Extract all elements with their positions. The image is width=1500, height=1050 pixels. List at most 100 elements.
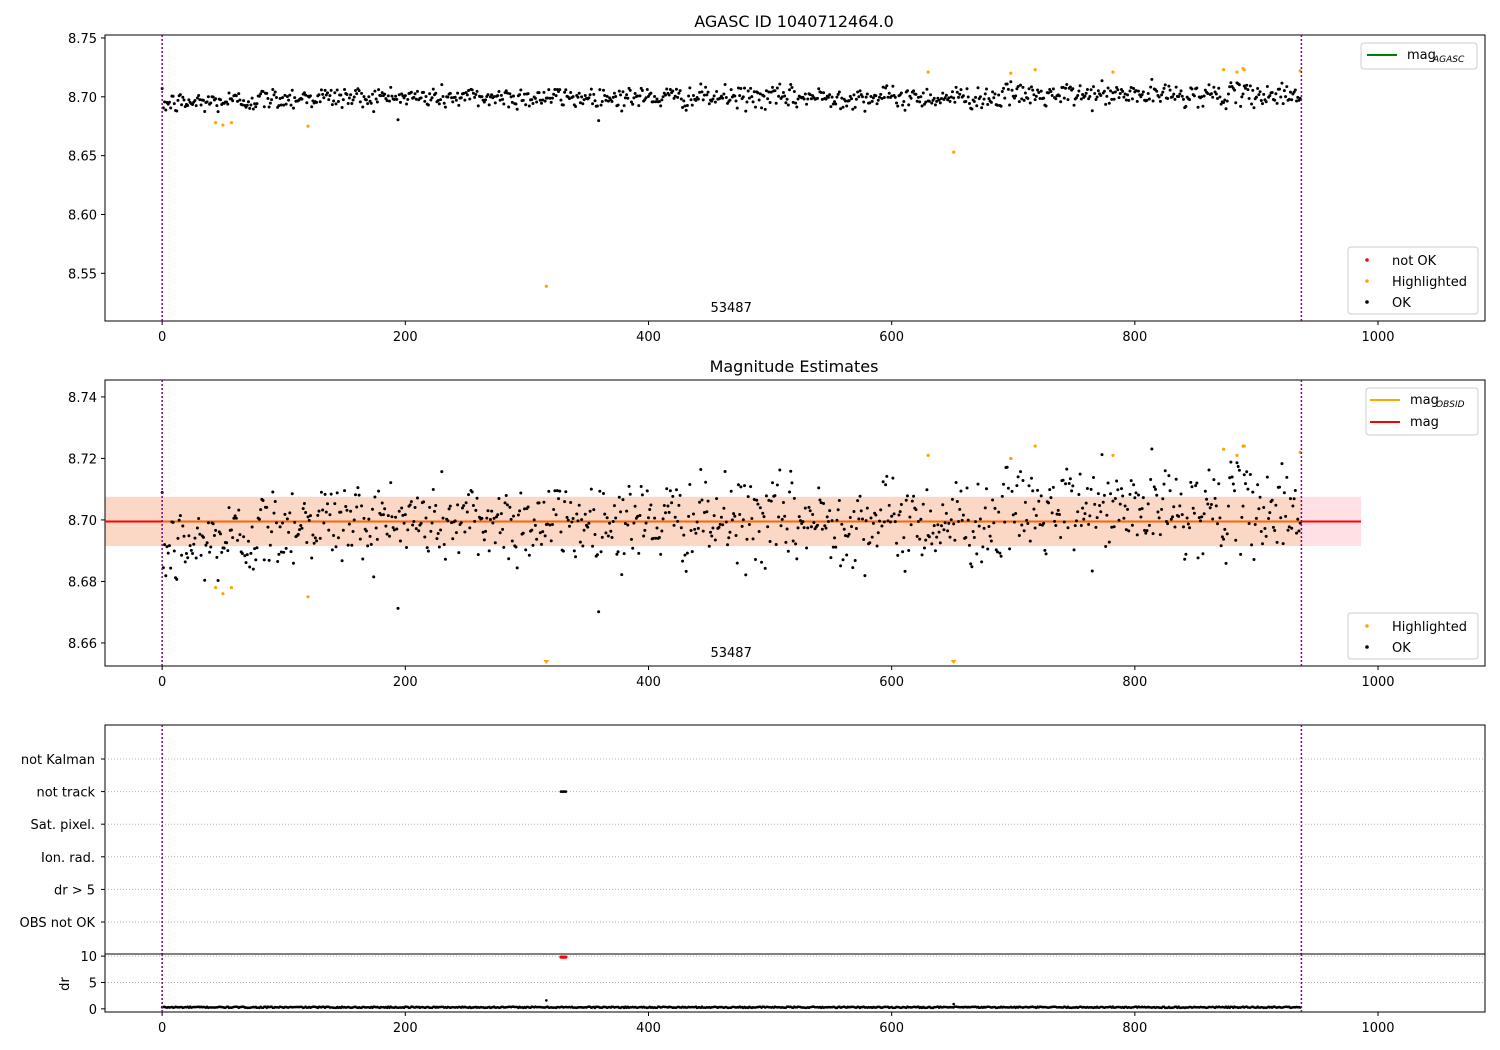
- ok-point: [278, 525, 282, 529]
- ok-point: [589, 487, 593, 491]
- ok-point: [1181, 525, 1185, 529]
- ok-point: [369, 542, 373, 546]
- ok-point: [671, 494, 675, 498]
- highlighted-point: [1111, 70, 1115, 74]
- ok-point: [676, 519, 680, 523]
- ok-point: [587, 96, 591, 100]
- ok-point: [1156, 510, 1160, 514]
- ok-point: [1051, 87, 1055, 91]
- ok-point: [368, 534, 372, 538]
- ok-point: [426, 549, 430, 553]
- ok-point: [727, 536, 731, 540]
- ok-point: [1050, 93, 1054, 97]
- ok-point: [1228, 85, 1232, 89]
- ok-point: [395, 97, 399, 101]
- ok-point: [612, 91, 616, 95]
- ok-point: [347, 522, 351, 526]
- ok-point: [526, 505, 530, 509]
- ok-point: [350, 543, 354, 547]
- ok-point: [709, 530, 712, 534]
- ok-point: [1048, 488, 1052, 492]
- ok-point: [1268, 94, 1272, 98]
- ok-point: [991, 90, 995, 94]
- ok-point: [548, 96, 552, 100]
- ok-point: [395, 527, 399, 531]
- ok-point: [878, 519, 881, 523]
- x-tick-label: 600: [879, 675, 904, 690]
- ok-point: [588, 509, 592, 513]
- ok-point: [468, 526, 472, 530]
- ok-point: [668, 87, 672, 91]
- ok-point: [459, 521, 463, 525]
- ok-point: [1225, 99, 1229, 103]
- ok-point: [835, 95, 839, 99]
- ok-point: [580, 95, 584, 99]
- ok-point: [485, 516, 489, 520]
- ok-point: [771, 481, 775, 485]
- ok-point: [1109, 89, 1113, 93]
- highlighted-points: [214, 444, 1302, 599]
- ok-point: [781, 91, 785, 94]
- ok-point: [287, 530, 291, 534]
- ok-point: [1042, 96, 1046, 100]
- ok-point: [242, 535, 246, 539]
- ok-point: [346, 101, 350, 105]
- ok-point: [1019, 83, 1023, 87]
- ok-point: [771, 85, 775, 89]
- flag-category-label: not track: [36, 786, 95, 801]
- ok-point: [1298, 521, 1302, 525]
- ok-point: [950, 497, 954, 501]
- ok-point: [1095, 95, 1099, 99]
- ok-point: [1127, 529, 1131, 533]
- legend-label: OK: [1392, 641, 1411, 656]
- ok-point: [1141, 496, 1145, 500]
- ok-point: [1188, 526, 1192, 530]
- ok-point: [176, 98, 180, 102]
- ok-point: [465, 510, 469, 514]
- ok-point: [496, 513, 500, 517]
- ok-point: [803, 506, 807, 510]
- ok-point: [1136, 493, 1140, 497]
- ok-point: [1262, 92, 1266, 96]
- ok-point: [610, 99, 614, 103]
- highlighted-point: [544, 284, 548, 288]
- ok-point: [621, 498, 625, 502]
- ok-point: [824, 526, 828, 530]
- ok-point: [389, 481, 393, 485]
- ok-point: [946, 529, 950, 533]
- ok-point: [474, 508, 478, 512]
- ok-point: [372, 110, 376, 114]
- ok-point: [550, 522, 554, 526]
- legend-label: Highlighted: [1392, 275, 1467, 290]
- ok-point: [245, 553, 249, 557]
- ok-point: [377, 88, 381, 92]
- ok-point: [976, 86, 980, 90]
- ok-point: [1100, 79, 1104, 83]
- ok-point: [1229, 460, 1233, 464]
- ok-point: [234, 94, 238, 98]
- ok-point: [326, 502, 329, 506]
- ok-point: [895, 101, 899, 105]
- ok-point: [543, 534, 547, 538]
- ok-point: [1054, 97, 1058, 101]
- ok-point: [515, 566, 519, 570]
- ok-point: [236, 538, 240, 542]
- ok-point: [959, 489, 963, 493]
- ok-point: [370, 92, 374, 96]
- ok-point: [412, 520, 416, 524]
- ok-point: [1158, 99, 1162, 103]
- ok-point: [931, 531, 935, 535]
- ok-point: [993, 92, 997, 96]
- ok-point: [1185, 516, 1189, 520]
- ok-point: [705, 510, 709, 514]
- ok-point: [862, 537, 866, 541]
- ok-point: [809, 97, 813, 101]
- ok-point: [1134, 491, 1138, 495]
- ok-point: [509, 95, 513, 99]
- ok-point: [471, 503, 475, 507]
- ok-point: [448, 91, 452, 95]
- legend-label: mag: [1410, 415, 1439, 430]
- highlighted-point: [306, 595, 310, 599]
- ok-point: [712, 94, 716, 98]
